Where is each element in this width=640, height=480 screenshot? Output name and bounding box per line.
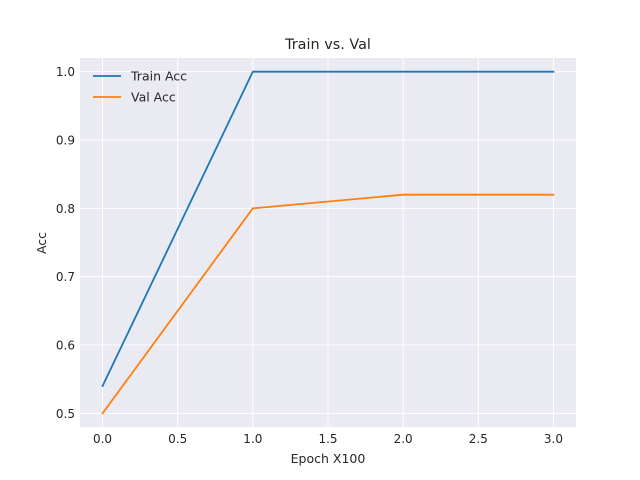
grid xyxy=(80,58,576,427)
y-axis-label: Acc xyxy=(34,232,49,254)
legend-label-train-acc: Train Acc xyxy=(130,69,187,84)
x-tick-label: 1.5 xyxy=(318,432,337,446)
x-tick-label: 0.5 xyxy=(168,432,187,446)
x-axis-label: Epoch X100 xyxy=(291,451,366,466)
legend-label-val-acc: Val Acc xyxy=(131,90,176,105)
x-tick-label: 1.0 xyxy=(243,432,262,446)
y-tick-label: 0.5 xyxy=(56,407,75,421)
y-tick-label: 0.8 xyxy=(56,202,75,216)
x-tick-label: 0.0 xyxy=(93,432,112,446)
series-lines xyxy=(101,70,555,415)
tick-labels: 0.0 0.5 1.0 1.5 2.0 2.5 3.0 0.5 0.6 0.7 0.8 0.9 1.0 xyxy=(56,65,563,446)
y-tick-label: 0.7 xyxy=(56,270,75,284)
legend: Train Acc Val Acc xyxy=(93,69,187,105)
y-tick-label: 1.0 xyxy=(56,65,75,79)
y-tick-label: 0.9 xyxy=(56,134,75,148)
chart-title: Train vs. Val xyxy=(284,37,371,53)
x-tick-label: 2.0 xyxy=(394,432,413,446)
x-tick-label: 2.5 xyxy=(469,432,488,446)
x-tick-label: 3.0 xyxy=(544,432,563,446)
series-line-val-acc xyxy=(101,193,555,415)
y-tick-label: 0.6 xyxy=(56,339,75,353)
series-line-train-acc xyxy=(101,70,555,388)
